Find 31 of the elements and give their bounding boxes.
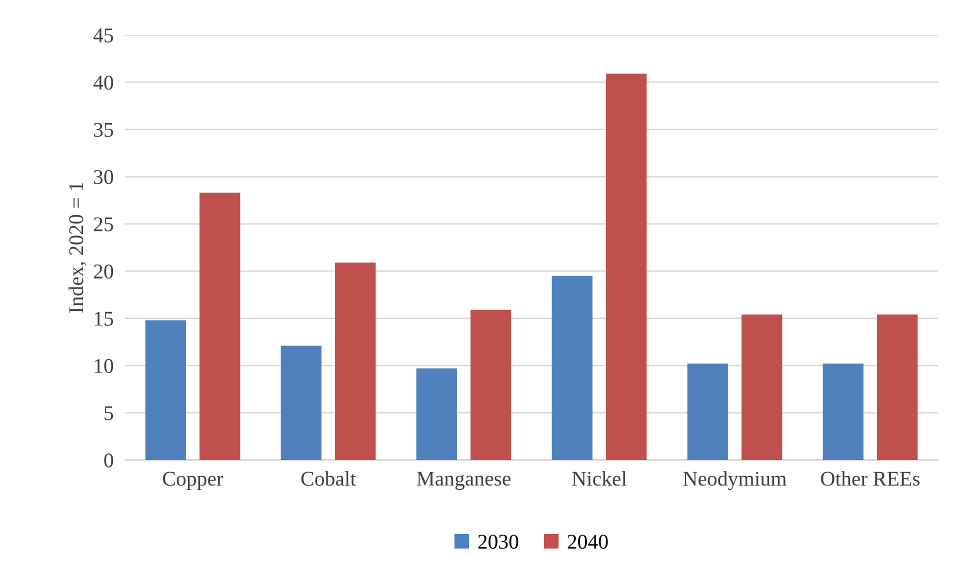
- y-axis-title: Index, 2020 = 1: [68, 182, 86, 313]
- bar: [742, 314, 782, 460]
- y-tick-label: 0: [104, 453, 114, 468]
- y-tick-label: 5: [104, 406, 114, 420]
- bar: [687, 364, 728, 460]
- x-tick-label: Nickel: [572, 471, 627, 486]
- x-tick-label: Manganese: [416, 472, 510, 490]
- bar: [200, 192, 240, 460]
- bar: [552, 276, 592, 460]
- bar: [416, 368, 457, 460]
- y-tick-label: 25: [94, 217, 114, 232]
- y-tick-label: 30: [94, 170, 114, 184]
- x-tick-label: Neodymium: [683, 471, 786, 490]
- bar: [145, 320, 186, 460]
- legend-label: 2030: [478, 534, 518, 549]
- bar: [606, 74, 647, 460]
- y-tick-label: 15: [94, 312, 114, 326]
- x-tick-label: Cobalt: [301, 471, 356, 486]
- y-tick-label: 20: [94, 264, 114, 279]
- y-tick-label: 45: [93, 28, 114, 42]
- y-tick-label: 10: [94, 358, 114, 373]
- x-tick-label: Other REEs: [821, 471, 920, 486]
- bar: [335, 262, 376, 460]
- y-tick-label: 40: [93, 76, 114, 90]
- x-tick-label: Copper: [162, 472, 224, 490]
- y-tick-label: 35: [94, 122, 114, 137]
- bar: [877, 314, 918, 460]
- bar: [280, 346, 322, 460]
- bar: [470, 310, 512, 460]
- bar: [822, 364, 864, 460]
- legend-label: 2040: [568, 534, 608, 549]
